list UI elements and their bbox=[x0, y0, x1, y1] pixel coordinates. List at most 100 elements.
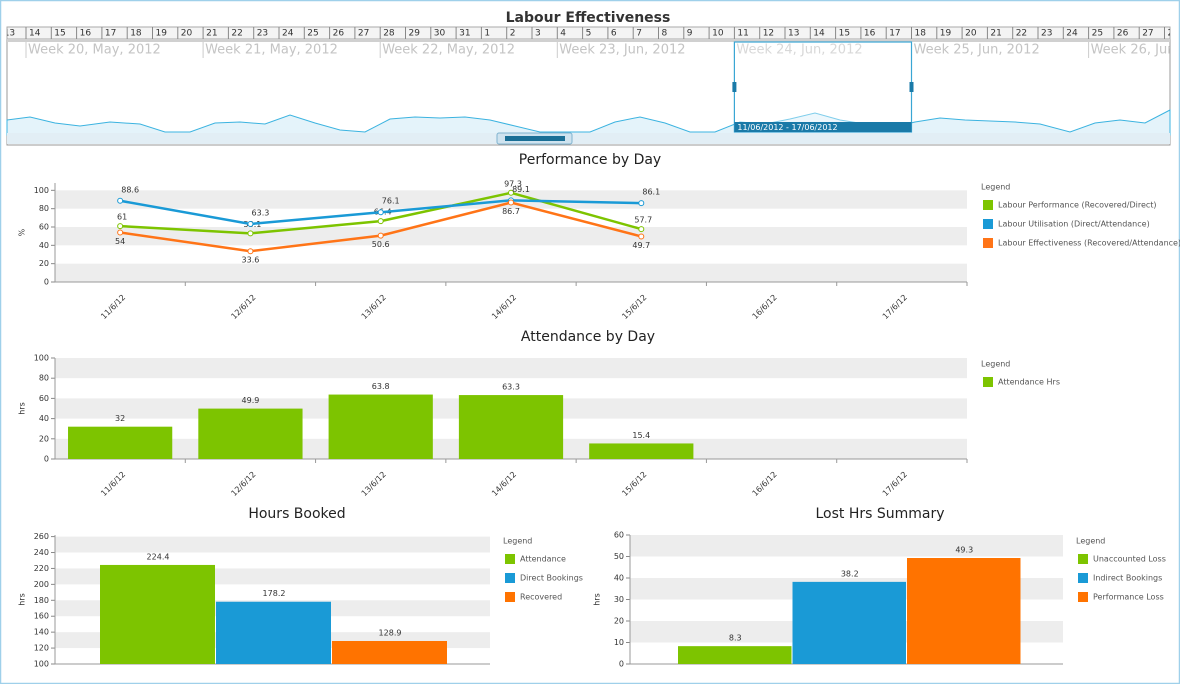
y-tick-label: 0 bbox=[44, 455, 49, 464]
day-label: 10 bbox=[712, 29, 724, 39]
legend-label: Indirect Bookings bbox=[1093, 574, 1162, 583]
day-label: 13 bbox=[788, 29, 799, 39]
bar bbox=[68, 426, 173, 459]
day-label: 22 bbox=[231, 29, 242, 39]
y-tick-label: 100 bbox=[34, 186, 49, 195]
week-label: Week 22, May, 2012 bbox=[382, 43, 515, 58]
y-tick-label: 240 bbox=[34, 548, 49, 557]
x-tick-label: 15/6/12 bbox=[620, 293, 648, 321]
y-tick-label: 40 bbox=[39, 241, 49, 250]
day-label: 15 bbox=[54, 29, 65, 39]
data-label: 224.4 bbox=[147, 552, 170, 561]
bar bbox=[458, 395, 564, 459]
x-tick-label: 16/6/12 bbox=[751, 293, 779, 321]
timeline[interactable]: 13 14 15 16 17 18 19 20 21 22 23 24 25 26 27 28 29 30 31 1 2… bbox=[1, 26, 1180, 146]
data-label: 38.2 bbox=[841, 569, 859, 578]
timeline-labels: 13 14 15 16 17 18 19 20 21 22 23 24 25 26 27 28 29 30 31 1 2… bbox=[4, 27, 1180, 58]
data-point bbox=[377, 218, 384, 225]
day-label: 17 bbox=[105, 29, 116, 39]
day-label: 11 bbox=[737, 29, 748, 39]
day-label: 30 bbox=[434, 29, 446, 39]
data-point bbox=[508, 199, 514, 206]
data-label: 86.7 bbox=[502, 207, 520, 216]
y-tick-label: 80 bbox=[39, 204, 49, 213]
bar bbox=[100, 564, 215, 664]
data-label: 49.9 bbox=[242, 396, 260, 405]
day-label: 25 bbox=[1092, 29, 1103, 39]
legend-title: Legend bbox=[1076, 537, 1105, 546]
data-label: 33.6 bbox=[242, 256, 260, 265]
legend-swatch bbox=[505, 573, 515, 583]
y-tick-label: 200 bbox=[34, 580, 49, 589]
y-tick-label: 50 bbox=[614, 552, 624, 561]
y-axis-label: hrs bbox=[593, 593, 602, 606]
legend-swatch bbox=[983, 200, 993, 210]
day-label: 17 bbox=[889, 29, 900, 39]
y-tick-label: 20 bbox=[39, 259, 49, 268]
data-point bbox=[117, 229, 124, 236]
grid-band bbox=[55, 358, 967, 379]
day-label: 23 bbox=[1041, 29, 1052, 39]
data-point bbox=[117, 223, 124, 230]
data-label: 63.8 bbox=[372, 382, 390, 391]
y-tick-label: 180 bbox=[34, 596, 49, 605]
data-point bbox=[638, 200, 645, 207]
day-label: 16 bbox=[80, 29, 92, 39]
day-label: 4 bbox=[560, 29, 566, 39]
y-tick-label: 80 bbox=[39, 374, 49, 383]
y-tick-label: 140 bbox=[34, 628, 49, 637]
grid-band bbox=[55, 263, 967, 282]
legend-swatch bbox=[1078, 573, 1088, 583]
y-tick-label: 100 bbox=[34, 660, 49, 669]
y-tick-label: 260 bbox=[34, 532, 49, 541]
day-label: 1 bbox=[484, 29, 490, 39]
day-label: 5 bbox=[586, 29, 592, 39]
y-tick-label: 160 bbox=[34, 612, 49, 621]
chart-title: Lost Hrs Summary bbox=[815, 506, 944, 522]
legend-label: Unaccounted Loss bbox=[1093, 555, 1166, 564]
data-point bbox=[377, 209, 384, 216]
x-tick-label: 12/6/12 bbox=[229, 470, 257, 498]
day-label: 27 bbox=[1142, 29, 1153, 39]
y-tick-label: 30 bbox=[614, 595, 624, 604]
data-label: 8.3 bbox=[729, 634, 742, 643]
bar bbox=[907, 558, 1021, 664]
day-label: 22 bbox=[1016, 29, 1027, 39]
data-label: 128.9 bbox=[379, 628, 402, 637]
bar bbox=[792, 581, 906, 664]
y-tick-label: 20 bbox=[614, 617, 624, 626]
day-label: 19 bbox=[940, 29, 952, 39]
day-label: 18 bbox=[130, 29, 142, 39]
day-label: 20 bbox=[965, 29, 977, 39]
bar bbox=[589, 443, 694, 459]
y-tick-label: 220 bbox=[34, 564, 49, 573]
x-tick-label: 12/6/12 bbox=[229, 293, 257, 321]
day-label: 25 bbox=[307, 29, 318, 39]
data-label: 61 bbox=[117, 213, 127, 222]
day-label: 14 bbox=[29, 29, 41, 39]
day-label: 24 bbox=[282, 29, 294, 39]
data-point bbox=[638, 226, 645, 233]
day-label: 28 bbox=[383, 29, 395, 39]
legend-label: Labour Performance (Recovered/Direct) bbox=[998, 201, 1157, 210]
x-tick-label: 13/6/12 bbox=[360, 470, 388, 498]
legend-swatch bbox=[983, 219, 993, 229]
legend-swatch bbox=[983, 377, 993, 387]
data-label: 49.3 bbox=[955, 546, 973, 555]
legend-swatch bbox=[1078, 554, 1088, 564]
day-label: 21 bbox=[206, 29, 217, 39]
day-label: 28 bbox=[1168, 29, 1180, 39]
data-label: 15.4 bbox=[632, 431, 650, 440]
legend-label: Labour Utilisation (Direct/Attendance) bbox=[998, 220, 1150, 229]
data-label: 63.3 bbox=[252, 208, 270, 217]
data-point bbox=[638, 233, 645, 240]
day-label: 2 bbox=[510, 29, 516, 39]
selection-label-bg bbox=[734, 122, 912, 132]
day-label: 13 bbox=[4, 29, 15, 39]
day-label: 7 bbox=[636, 29, 642, 39]
x-tick-label: 15/6/12 bbox=[620, 470, 648, 498]
bar bbox=[678, 646, 792, 664]
data-label: 88.6 bbox=[121, 185, 139, 194]
day-row-border bbox=[7, 39, 1170, 42]
week-label: Week 23, Jun, 2012 bbox=[559, 43, 685, 58]
